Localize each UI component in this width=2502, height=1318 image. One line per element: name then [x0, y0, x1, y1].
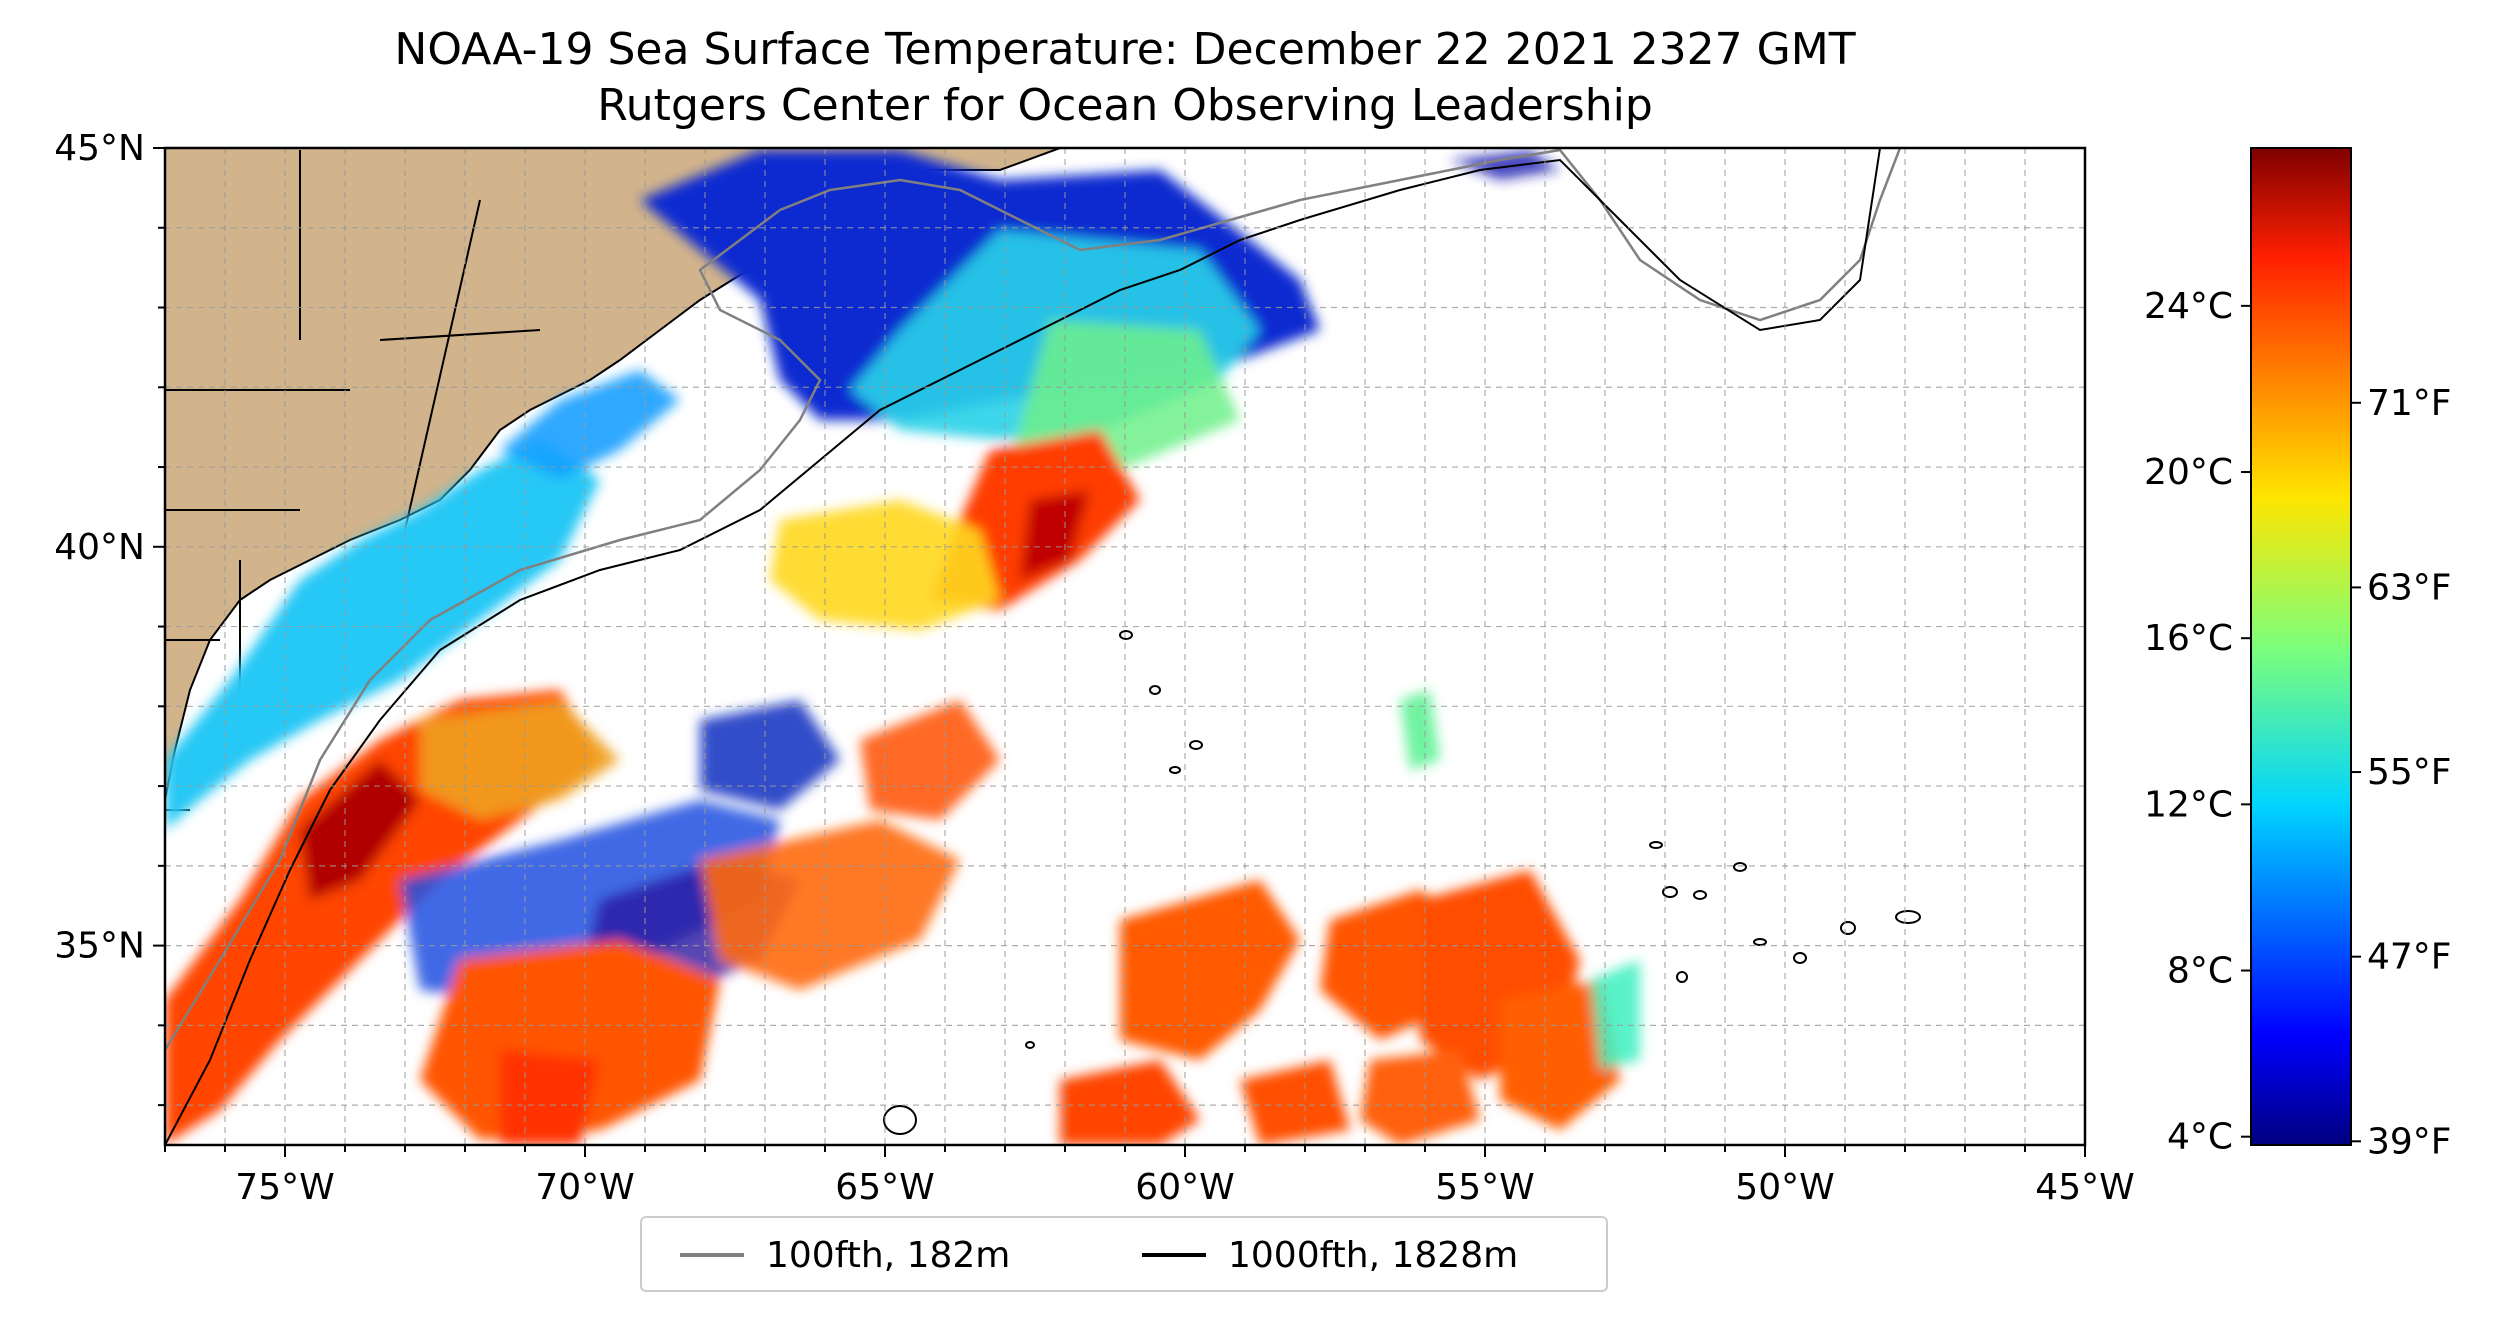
fahrenheit-tick-label: 55°F	[2367, 752, 2452, 793]
fahrenheit-tick-label: 39°F	[2367, 1121, 2452, 1162]
legend-swatch-gray	[680, 1253, 744, 1257]
chart-subtitle: Rutgers Center for Ocean Observing Leade…	[597, 80, 1653, 131]
lon-tick-label: 55°W	[1435, 1167, 1534, 1208]
sst-data	[165, 150, 1640, 1145]
seamount-contours	[883, 630, 1921, 1135]
lat-tick-label: 45°N	[54, 128, 145, 169]
fahrenheit-tick-label: 63°F	[2367, 567, 2452, 608]
lon-tick-label: 45°W	[2035, 1167, 2134, 1208]
legend-label-100fth: 100fth, 182m	[766, 1234, 1011, 1276]
lon-tick-label: 70°W	[535, 1167, 634, 1208]
celsius-tick-label: 20°C	[2144, 452, 2233, 493]
lat-tick-label: 35°N	[54, 926, 145, 967]
celsius-tick-label: 12°C	[2144, 784, 2233, 825]
lon-tick-label: 50°W	[1735, 1167, 1834, 1208]
legend-swatch-black	[1142, 1253, 1206, 1257]
lat-tick-label: 40°N	[54, 527, 145, 568]
colorbar	[2250, 147, 2352, 1146]
contour-100fth	[165, 148, 1902, 1051]
fahrenheit-tick-label: 47°F	[2367, 937, 2452, 978]
legend-item-1000fth: 1000fth, 1828m	[1142, 1232, 1518, 1278]
celsius-tick-label: 16°C	[2144, 618, 2233, 659]
chart-title: NOAA-19 Sea Surface Temperature: Decembe…	[394, 24, 1856, 75]
celsius-tick-label: 24°C	[2144, 286, 2233, 327]
celsius-tick-label: 4°C	[2167, 1117, 2233, 1158]
lon-tick-label: 65°W	[835, 1167, 934, 1208]
legend-item-100fth: 100fth, 182m	[680, 1232, 1010, 1278]
state-boundaries	[165, 150, 541, 811]
legend-label-1000fth: 1000fth, 1828m	[1228, 1234, 1519, 1276]
map-area	[165, 148, 2085, 1145]
lon-tick-label: 75°W	[235, 1167, 334, 1208]
contour-legend: 100fth, 182m 1000fth, 1828m	[640, 1216, 1608, 1292]
map-axis-ticks: 75°W 70°W 65°W 60°W 55°W 50°W 45°W 45°N 40°N 35°N	[54, 128, 2134, 1208]
celsius-tick-label: 8°C	[2167, 951, 2233, 992]
map-gridlines	[165, 148, 2085, 1145]
colorbar-ticks: 24°C 20°C 16°C 12°C 8°C 4°C 71°F 63°F 55°F 47°F 39…	[2144, 286, 2451, 1162]
contour-1000fth	[165, 148, 1881, 1145]
fahrenheit-tick-label: 71°F	[2367, 383, 2452, 424]
lon-tick-label: 60°W	[1135, 1167, 1234, 1208]
